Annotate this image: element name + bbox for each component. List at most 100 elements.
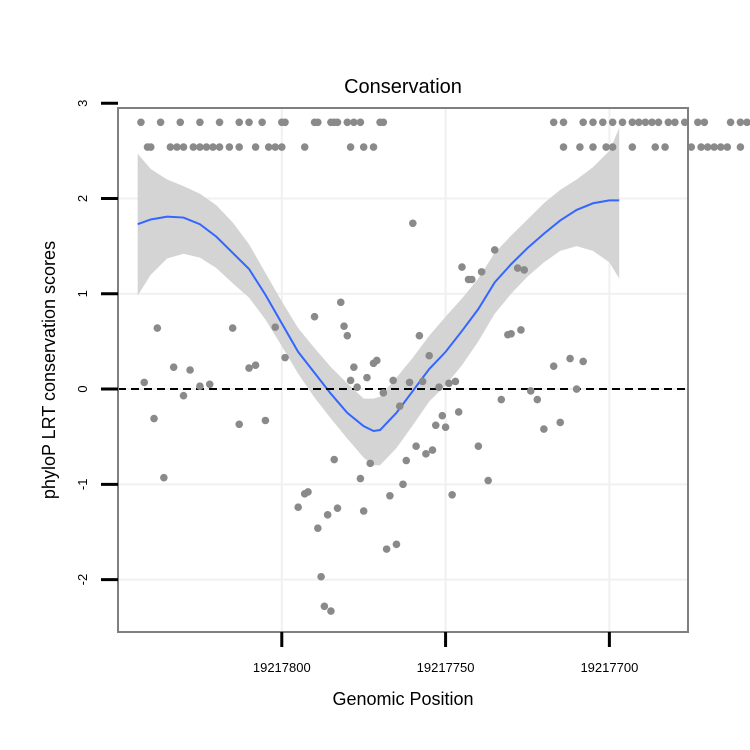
data-point: [343, 118, 352, 127]
data-point: [589, 143, 597, 151]
data-point: [330, 455, 339, 464]
data-point: [281, 118, 289, 127]
data-point: [281, 353, 289, 362]
data-point: [477, 268, 486, 276]
data-point: [359, 507, 368, 515]
data-point: [300, 143, 309, 151]
y-tick-label: -1: [75, 479, 90, 491]
data-point: [628, 143, 637, 151]
data-point: [687, 143, 696, 151]
data-point: [314, 524, 322, 532]
data-point: [176, 118, 185, 127]
data-point: [579, 357, 587, 366]
data-point: [641, 118, 650, 127]
data-point: [422, 450, 430, 458]
data-point: [261, 416, 270, 425]
data-point: [448, 491, 456, 499]
data-point: [540, 425, 548, 433]
data-point: [438, 411, 447, 420]
data-point: [589, 118, 597, 127]
data-point: [327, 607, 335, 615]
scatter-points: [137, 118, 750, 615]
data-point: [599, 118, 607, 127]
data-point: [353, 383, 361, 391]
y-tick-label: 0: [75, 385, 90, 392]
data-point: [628, 118, 637, 127]
data-point: [635, 118, 643, 127]
y-tick-label: -2: [75, 574, 90, 586]
data-point: [235, 118, 244, 127]
data-point: [264, 143, 273, 151]
data-point: [664, 118, 673, 127]
data-point: [445, 379, 453, 388]
x-tick-label: 19217700: [580, 660, 638, 675]
data-point: [533, 395, 542, 404]
y-axis-label: phyloP LRT conservation scores: [39, 241, 59, 499]
data-point: [271, 323, 280, 331]
data-point: [710, 143, 719, 151]
data-point: [235, 420, 244, 429]
data-point: [228, 324, 237, 332]
data-point: [497, 395, 506, 404]
chart-title: Conservation: [344, 76, 462, 98]
data-point: [559, 143, 568, 151]
data-point: [320, 602, 329, 611]
data-point: [196, 143, 204, 151]
data-point: [402, 456, 411, 465]
data-point: [389, 376, 397, 385]
data-point: [251, 143, 260, 151]
data-point: [431, 421, 440, 430]
data-point: [271, 143, 280, 151]
data-point: [425, 351, 434, 360]
data-point: [215, 143, 224, 151]
smooth-trend-line: [137, 199, 620, 433]
data-point: [559, 118, 568, 127]
data-point: [366, 459, 375, 468]
data-point: [700, 118, 709, 127]
data-point: [323, 511, 332, 519]
data-point: [736, 118, 745, 127]
data-point: [189, 143, 198, 151]
data-point: [716, 143, 725, 151]
data-point: [382, 545, 391, 553]
data-point: [363, 373, 371, 382]
data-point: [399, 480, 407, 489]
data-point: [340, 322, 348, 330]
data-point: [153, 324, 162, 332]
data-point: [314, 118, 322, 127]
x-axis-label: Genomic Position: [332, 689, 473, 709]
data-point: [395, 402, 404, 411]
data-point: [723, 143, 732, 151]
data-point: [333, 504, 342, 512]
data-point: [160, 473, 168, 482]
data-point: [474, 442, 483, 451]
data-point: [333, 118, 342, 127]
data-point: [336, 298, 345, 307]
data-point: [258, 118, 266, 127]
data-point: [173, 143, 181, 151]
data-point: [405, 378, 414, 387]
data-point: [415, 331, 424, 340]
data-point: [369, 143, 378, 151]
data-point: [350, 363, 358, 371]
data-point: [186, 366, 194, 374]
data-point: [137, 118, 145, 127]
data-point: [513, 264, 522, 272]
y-tick-label: 2: [75, 195, 90, 202]
data-point: [490, 246, 499, 254]
data-point: [412, 442, 420, 451]
data-point: [736, 143, 745, 151]
data-point: [549, 118, 558, 127]
data-point: [251, 361, 260, 370]
data-point: [277, 143, 286, 151]
data-point: [245, 364, 253, 372]
data-point: [205, 380, 214, 389]
data-point: [520, 266, 529, 274]
smooth-line-layer: [137, 199, 620, 433]
data-point: [435, 383, 443, 391]
data-point: [648, 118, 656, 127]
confidence-band-layer: [137, 128, 620, 466]
confidence-band: [137, 128, 620, 466]
data-point: [343, 331, 352, 340]
